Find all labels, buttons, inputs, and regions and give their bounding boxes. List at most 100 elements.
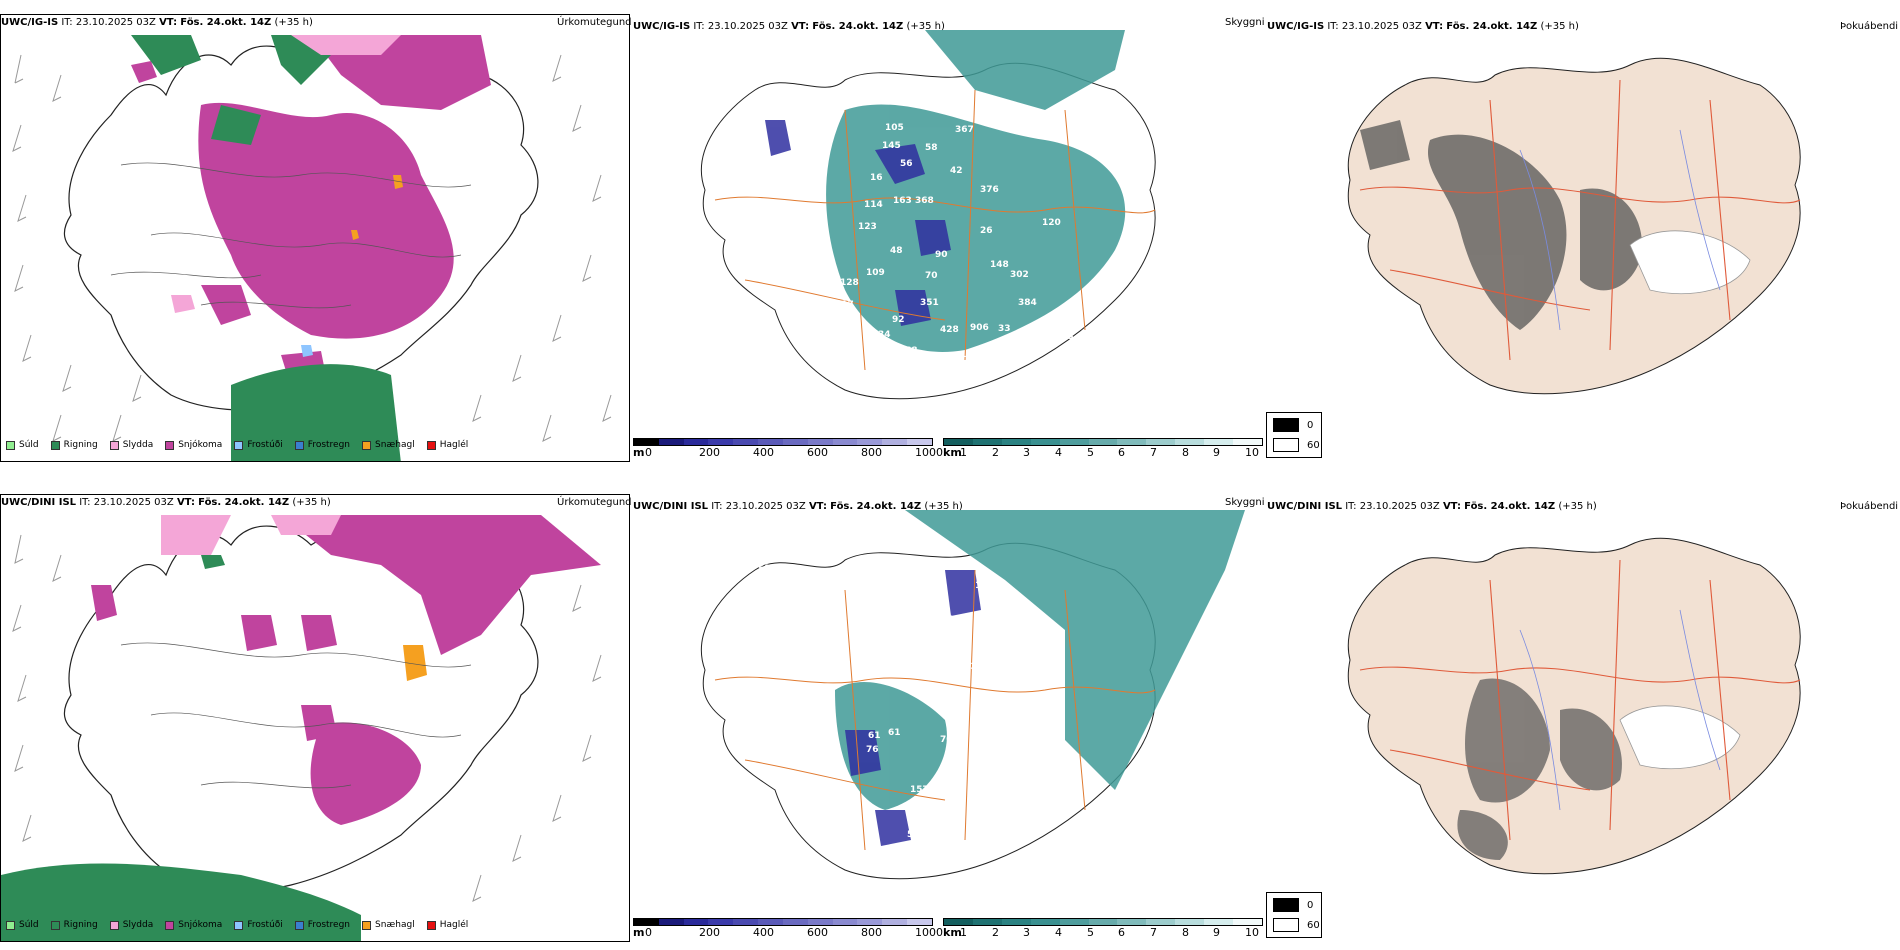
legend-swatch [426, 920, 436, 930]
cloud-height-label: 123 [858, 222, 877, 232]
fog-rivers [1519, 129, 1721, 331]
visibility-colorbar-unit: km [943, 446, 962, 459]
visibility-map-row2 [700, 510, 1245, 880]
legend-item-freezing-drizzle: Frostúði [234, 440, 283, 450]
colorbar-tick-label: 10 [1245, 926, 1259, 939]
legend-swatch [165, 920, 175, 930]
cloud-height-label: 384 [1018, 298, 1037, 308]
cloud-height-label: 351 [920, 298, 939, 308]
visibility-colorbar-ticks-row1: 1 2 3 4 5 6 7 8 9 10 [960, 446, 1263, 460]
visibility-title-row2: Skyggni [1225, 497, 1265, 508]
colorbar-segment [733, 439, 759, 445]
cloud-height-label: 85 [935, 640, 948, 650]
colorbar-tick-label: 1 [960, 926, 967, 939]
iceland-coastline [700, 62, 1156, 400]
colorbar-segment [832, 919, 858, 925]
colorbar-tick-label: 9 [1213, 926, 1220, 939]
graupel-areas [403, 645, 427, 681]
cloud-height-label: 553 [1055, 332, 1074, 342]
cloud-height-label: 53 [780, 565, 793, 575]
precip-panel-title-row1: UWC/IG-IS IT: 23.10.2025 03Z VT: Fös. 24… [1, 17, 313, 28]
cloud-height-label: 106 [948, 615, 967, 625]
colorbar-segment [807, 439, 833, 445]
interior-contours [120, 642, 472, 789]
colorbar-segment [907, 439, 932, 445]
cloud-height-label: 148 [990, 260, 1009, 270]
fog-key-row2: 0 60 [1266, 892, 1322, 938]
precip-legend-row2: Súld Rigning Slydda Snjókoma Frostúði Fr… [6, 920, 480, 930]
cloud-height-label: 70 [925, 271, 938, 281]
colorbar-tick-label: 7 [1150, 926, 1157, 939]
height-colorbar-row2 [633, 918, 933, 926]
visibility-colorbar-row1 [943, 438, 1263, 446]
legend-item-freezing-drizzle: Frostúði [234, 920, 283, 930]
legend-item-hail: Haglél [426, 920, 468, 930]
colorbar-segment [1233, 439, 1262, 445]
fog-key-white-row: 60 [1273, 918, 1320, 932]
cloud-height-label: 85 [804, 822, 817, 832]
colorbar-tick-label: 800 [861, 926, 882, 939]
colorbar-segment [857, 919, 883, 925]
colorbar-segment [658, 919, 684, 925]
cloud-height-label: 72 [928, 382, 941, 392]
colorbar-tick-label: 10 [1245, 446, 1259, 459]
cloud-height-label: 76 [866, 745, 879, 755]
graupel-areas [351, 175, 403, 240]
cloud-height-label: 131 [865, 345, 884, 355]
colorbar-segment [733, 919, 759, 925]
colorbar-tick-label: 400 [753, 926, 774, 939]
legend-swatch [6, 440, 15, 450]
fog-panel-title-row1: UWC/IG-IS IT: 23.10.2025 03Z VT: Fös. 24… [1267, 21, 1579, 32]
colorbar-segment [1117, 919, 1147, 925]
colorbar-segment [1146, 919, 1176, 925]
colorbar-tick-label: 400 [753, 446, 774, 459]
colorbar-tick-label: 800 [861, 446, 882, 459]
legend-item-hail: Haglél [426, 440, 468, 450]
fog-key-white-row: 60 [1273, 438, 1320, 452]
legend-item-graupel: Snæhagl [362, 440, 415, 450]
iceland-land [1347, 537, 1801, 875]
legend-item-sleet: Slydda [109, 440, 153, 450]
colorbar-segment [1059, 919, 1089, 925]
cloud-height-label: 16 [870, 173, 883, 183]
visibility-colorbar-unit: km [943, 926, 962, 939]
colorbar-segment [944, 439, 973, 445]
colorbar-segment [1088, 919, 1118, 925]
cloud-height-label: 302 [1010, 270, 1029, 280]
sleet-areas [161, 515, 341, 555]
legend-swatch [165, 440, 175, 450]
colorbar-tick-label: 6 [1118, 446, 1125, 459]
cloud-height-label: 76 [796, 222, 809, 232]
colorbar-segment [882, 919, 908, 925]
colorbar-segment [1204, 439, 1234, 445]
cloud-height-label: 376 [980, 185, 999, 195]
cloud-height-label: 26 [980, 226, 993, 236]
colorbar-segment [683, 919, 709, 925]
cloud-height-label: 58 [925, 143, 938, 153]
cloud-height-label: 67 [800, 298, 813, 308]
colorbar-tick-label: 9 [1213, 446, 1220, 459]
colorbar-segment [782, 439, 808, 445]
colorbar-segment [1001, 919, 1031, 925]
cloud-height-label: 33 [998, 324, 1011, 334]
cloud-height-label: 428 [940, 325, 959, 335]
legend-item-graupel: Snæhagl [362, 920, 415, 930]
colorbar-segment [634, 919, 659, 925]
legend-swatch [234, 920, 244, 930]
colorbar-tick-label: 1 [960, 446, 967, 459]
cloud-height-label: 88 [990, 735, 1003, 745]
colorbar-segment [1175, 919, 1205, 925]
legend-swatch [294, 920, 304, 930]
colorbar-tick-label: 1000 [915, 926, 943, 939]
colorbar-segment [634, 439, 659, 445]
legend-item-snow: Snjókoma [165, 920, 222, 930]
visibility-colorbar-ticks-row2: 1 2 3 4 5 6 7 8 9 10 [960, 926, 1263, 940]
iceland-land [1347, 57, 1801, 395]
cloud-height-label: 120 [1042, 218, 1061, 228]
legend-swatch [362, 920, 372, 930]
colorbar-tick-label: 2 [992, 926, 999, 939]
legend-item-rain: Rigning [50, 920, 98, 930]
cloud-height-label: 70 [940, 735, 953, 745]
colorbar-segment [1233, 919, 1262, 925]
colorbar-segment [1030, 439, 1060, 445]
